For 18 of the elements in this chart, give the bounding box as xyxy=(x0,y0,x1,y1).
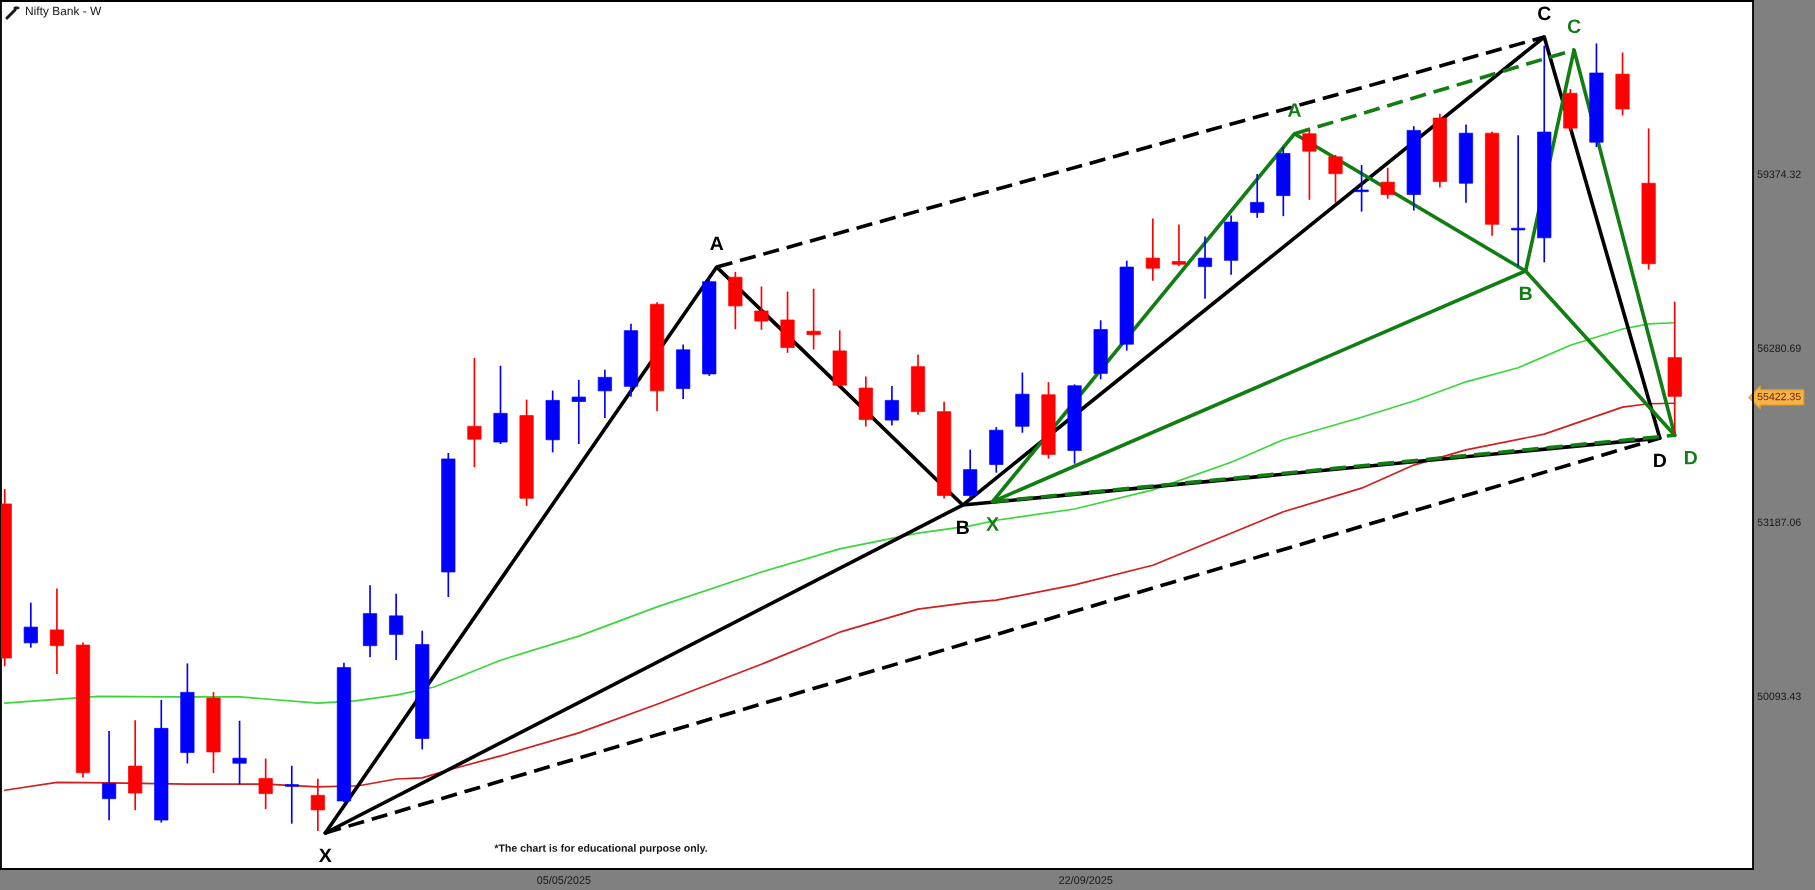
y-tick-label: 55422.35 xyxy=(1757,392,1801,401)
annotation: A xyxy=(1287,103,1302,117)
y-tick-label: 53187.06 xyxy=(1757,518,1801,527)
annotation: D xyxy=(1654,453,1667,468)
x-tick-label: 05/05/2025 xyxy=(537,875,591,884)
y-tick-label: 50093.43 xyxy=(1757,692,1801,701)
x-tick-label: 22/09/2025 xyxy=(1059,875,1113,884)
annotation: D xyxy=(1685,450,1697,465)
annotation: X xyxy=(986,517,999,531)
annotation: C xyxy=(1567,19,1581,34)
annotation: X xyxy=(318,848,332,863)
y-tick-label: 56280.69 xyxy=(1757,344,1801,352)
annotation: *The chart is for educational purpose only. xyxy=(494,844,707,854)
annotation: B xyxy=(1519,286,1532,301)
chart-title: Nifty Bank - W xyxy=(25,6,102,18)
annotation: C xyxy=(1538,6,1551,21)
annotation: A xyxy=(710,236,724,251)
y-tick-label: 59374.32 xyxy=(1757,170,1801,178)
